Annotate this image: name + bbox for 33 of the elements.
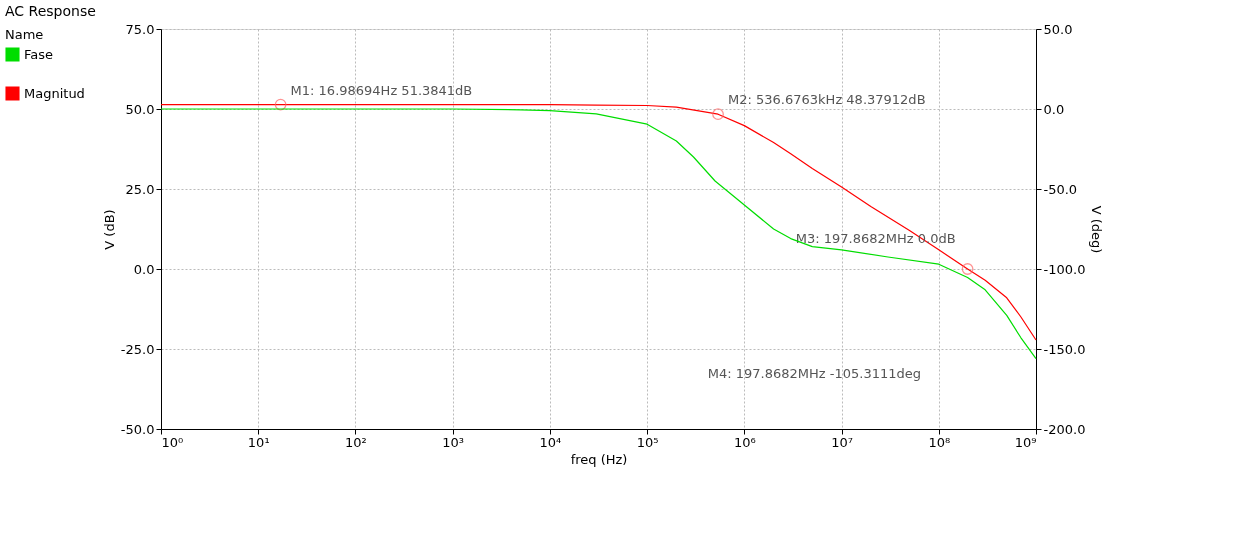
x-tick-label: 10¹	[247, 434, 270, 450]
legend-title: Name	[5, 27, 44, 42]
y2-axis-title: V (deg)	[1089, 205, 1105, 254]
legend-label: Magnitud	[24, 85, 85, 101]
y2-tick-label: 0.0	[1043, 101, 1065, 117]
x-tick-label: 10⁶	[733, 434, 756, 450]
y2-tick-label: -200.0	[1043, 421, 1086, 437]
y-axis-title: V (dB)	[101, 209, 117, 250]
chart-title: AC Response	[5, 3, 96, 19]
x-tick-label: 10³	[442, 434, 465, 450]
x-tick-label: 10⁰	[161, 434, 184, 450]
y2-tick-label: -100.0	[1043, 261, 1086, 277]
annotation: M1: 16.98694Hz 51.3841dB	[290, 82, 473, 98]
x-tick-label: 10⁴	[539, 434, 562, 450]
x-tick-label: 10⁵	[636, 434, 659, 450]
x-axis-title: freq (Hz)	[570, 451, 628, 467]
legend-label: Fase	[24, 46, 54, 62]
y-tick-label: -50.0	[120, 421, 155, 437]
annotation: M3: 197.8682MHz 0.0dB	[795, 231, 956, 246]
x-tick-label: 10²	[345, 434, 367, 450]
y-tick-label: 25.0	[125, 181, 155, 197]
x-tick-label: 10⁸	[928, 434, 951, 450]
x-tick-label: 10⁹	[1014, 434, 1037, 450]
y2-tick-label: -50.0	[1043, 181, 1078, 197]
y-tick-label: 75.0	[125, 21, 155, 37]
annotation: M2: 536.6763kHz 48.37912dB	[728, 92, 926, 108]
y-tick-label: 0.0	[133, 261, 155, 277]
y2-tick-label: -150.0	[1043, 341, 1086, 357]
y2-tick-label: 50.0	[1043, 21, 1073, 37]
x-tick-label: 10⁷	[831, 434, 853, 450]
y-tick-label: 50.0	[125, 101, 155, 117]
y-tick-label: -25.0	[120, 341, 155, 357]
annotation: M4: 197.8682MHz -105.3111deg	[707, 366, 921, 381]
